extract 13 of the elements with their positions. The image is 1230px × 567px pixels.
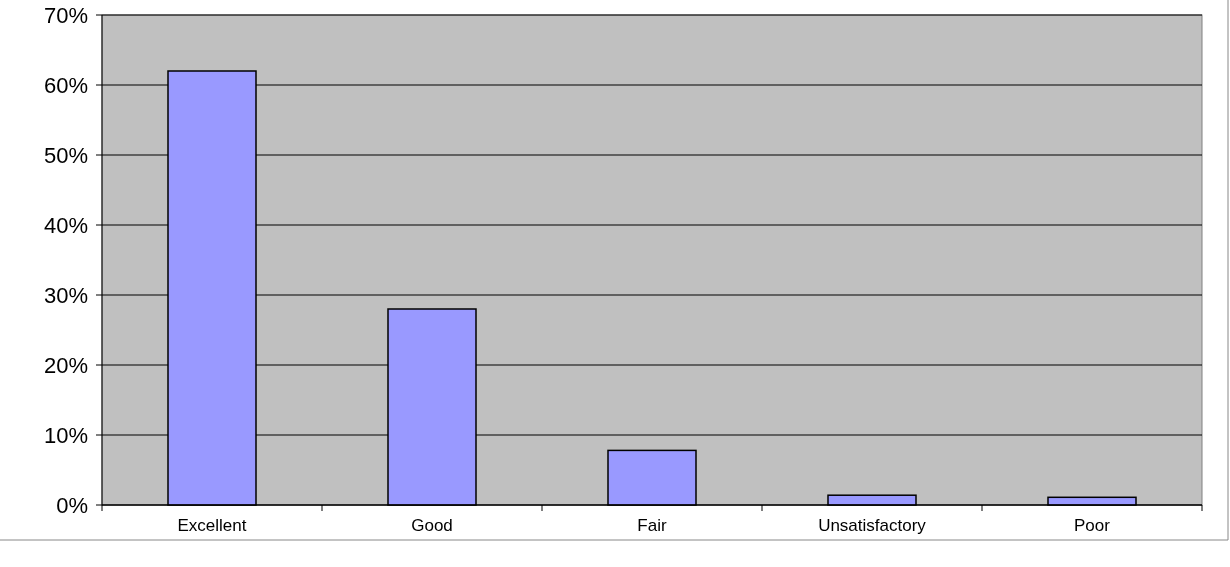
x-tick-label: Poor [1074,516,1111,535]
y-tick-label: 0% [56,492,88,518]
y-tick-label: 70% [43,2,88,28]
y-tick-label: 60% [43,72,88,98]
y-tick-label: 10% [43,422,88,448]
y-tick-label: 30% [43,282,88,308]
x-tick-label: Excellent [177,516,247,535]
y-tick-label: 20% [43,352,88,378]
y-tick-label: 40% [43,212,88,238]
x-tick-label: Unsatisfactory [818,516,927,535]
x-tick-label: Good [411,516,453,535]
y-tick-label: 50% [43,142,88,168]
x-tick-label: Fair [637,516,667,535]
